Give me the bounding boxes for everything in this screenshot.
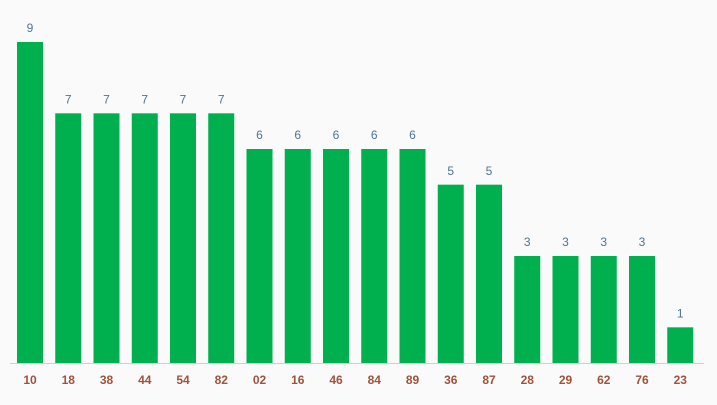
bar — [361, 149, 388, 363]
x-tick-label: 23 — [674, 373, 688, 387]
bar — [131, 113, 158, 363]
bar — [399, 149, 426, 363]
x-tick-label: 82 — [215, 373, 229, 387]
x-tick-label: 18 — [62, 373, 76, 387]
bar — [93, 113, 120, 363]
bar — [55, 113, 82, 363]
bar — [629, 256, 655, 363]
x-tick-label: 54 — [176, 373, 190, 387]
value-label: 5 — [447, 164, 454, 178]
bar — [284, 149, 311, 363]
x-tick-label: 46 — [329, 373, 343, 387]
value-label: 7 — [65, 93, 72, 107]
x-tick-label: 10 — [23, 373, 37, 387]
bar — [552, 256, 579, 363]
x-tick-label: 28 — [521, 373, 535, 387]
value-label: 6 — [333, 128, 340, 142]
value-label: 3 — [562, 235, 569, 249]
value-label: 3 — [639, 235, 646, 249]
bar — [170, 113, 196, 363]
x-tick-label: 62 — [597, 373, 611, 387]
value-label: 3 — [524, 235, 531, 249]
value-label: 7 — [141, 93, 148, 107]
value-label: 9 — [27, 21, 34, 35]
x-tick-label: 76 — [635, 373, 649, 387]
x-tick-label: 84 — [368, 373, 382, 387]
bar — [437, 184, 464, 363]
value-label: 7 — [180, 93, 187, 107]
x-tick-label: 44 — [138, 373, 152, 387]
x-tick-label: 02 — [253, 373, 267, 387]
x-tick-label: 38 — [100, 373, 114, 387]
bar — [323, 149, 349, 363]
value-label: 3 — [600, 235, 607, 249]
value-label: 6 — [294, 128, 301, 142]
value-label: 6 — [371, 128, 378, 142]
x-tick-label: 36 — [444, 373, 458, 387]
bar — [17, 42, 43, 363]
bar — [667, 327, 694, 363]
bar — [476, 184, 502, 363]
x-tick-label: 89 — [406, 373, 420, 387]
bar — [590, 256, 617, 363]
value-label: 6 — [256, 128, 263, 142]
value-label: 1 — [677, 307, 684, 321]
bar — [246, 149, 273, 363]
bar — [208, 113, 235, 363]
x-tick-label: 29 — [559, 373, 573, 387]
value-label: 7 — [218, 93, 225, 107]
x-tick-label: 16 — [291, 373, 305, 387]
value-label: 7 — [103, 93, 110, 107]
value-label: 6 — [409, 128, 416, 142]
x-tick-label: 87 — [482, 373, 496, 387]
value-label: 5 — [486, 164, 493, 178]
bar — [514, 256, 541, 363]
